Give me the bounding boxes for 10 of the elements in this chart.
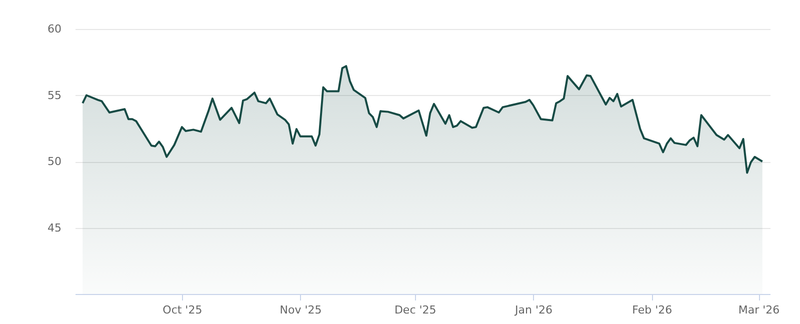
y-tick-label: 60 [48,22,62,36]
x-tick-label: Mar '26 [738,304,780,316]
y-tick-label: 45 [48,221,62,234]
y-tick-label: 50 [48,155,62,168]
x-tick-label: Jan '26 [514,304,552,316]
x-tick-label: Nov '25 [280,304,322,316]
x-tick-label: Dec '25 [394,304,436,316]
x-tick-label: Oct '25 [162,304,202,316]
y-tick-label: 55 [48,88,62,102]
x-tick-label: Feb '26 [632,304,672,316]
